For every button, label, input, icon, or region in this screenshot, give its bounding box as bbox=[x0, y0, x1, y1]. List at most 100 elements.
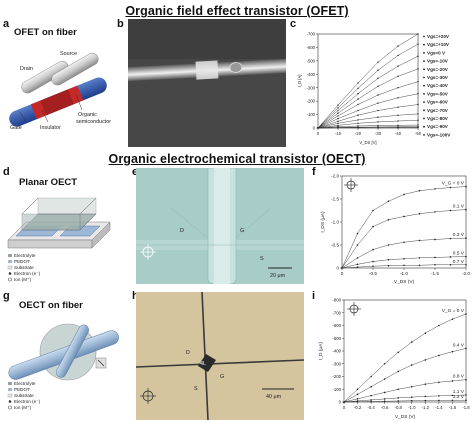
ofet-section-title: Organic field effect transistor (OFET) bbox=[125, 4, 349, 18]
data-point bbox=[337, 125, 339, 128]
data-point bbox=[424, 383, 427, 385]
y-tick-label: -700 bbox=[332, 310, 341, 315]
data-point bbox=[417, 33, 419, 35]
data-point bbox=[403, 258, 405, 260]
data-point bbox=[449, 256, 452, 258]
data-point bbox=[403, 215, 405, 218]
data-point bbox=[383, 362, 386, 365]
legend-ion: Ion (M⁺) bbox=[14, 277, 31, 282]
legend-entry: Vgs=-90V bbox=[427, 124, 449, 129]
data-point bbox=[465, 394, 467, 396]
y-tick-label: 0 bbox=[339, 400, 342, 405]
data-point bbox=[424, 399, 427, 402]
legend-entry: Vgs=-60V bbox=[427, 100, 449, 105]
data-point bbox=[337, 122, 339, 125]
data-point bbox=[465, 313, 467, 315]
data-point bbox=[397, 370, 400, 373]
data-point bbox=[356, 400, 359, 403]
series-label: V_G = 0 V bbox=[442, 308, 465, 314]
legend-entry: Vgs=+10V bbox=[427, 42, 450, 47]
data-point bbox=[397, 400, 400, 402]
data-point bbox=[418, 257, 421, 259]
x-tick-label: 0 bbox=[343, 405, 346, 410]
x-axis-label: V_DS (V) bbox=[395, 414, 416, 420]
legend-marker bbox=[423, 35, 425, 38]
data-point bbox=[372, 248, 374, 251]
x-tick-label: 0 bbox=[317, 131, 320, 136]
data-point bbox=[410, 364, 413, 366]
data-point bbox=[410, 385, 413, 388]
data-point bbox=[417, 113, 419, 115]
data-point bbox=[410, 396, 413, 398]
x-tick-label: -1.4 bbox=[435, 405, 443, 410]
data-point bbox=[383, 398, 386, 400]
h-scale-bar: 40 μm bbox=[266, 394, 282, 400]
series-line bbox=[343, 348, 467, 403]
y-tick-label: -200 bbox=[332, 374, 341, 379]
series-line bbox=[317, 113, 419, 129]
series-label: 0.4 V bbox=[453, 342, 465, 348]
data-point bbox=[434, 256, 436, 259]
y-tick-label: -1.5 bbox=[331, 197, 339, 202]
series-line bbox=[317, 126, 419, 129]
data-point bbox=[424, 332, 427, 334]
legend-entry: Vgs=-80V bbox=[427, 116, 449, 121]
data-point bbox=[377, 124, 379, 127]
legend-pedot: PEDOT bbox=[14, 259, 30, 264]
data-point bbox=[372, 209, 374, 212]
data-point bbox=[383, 378, 386, 380]
data-point bbox=[451, 350, 454, 353]
panel-label-f: f bbox=[312, 166, 316, 178]
data-point bbox=[397, 397, 400, 399]
g-legend-pedot: PEDOT bbox=[14, 387, 30, 392]
y-tick-label: 0 bbox=[313, 126, 316, 131]
data-point bbox=[317, 127, 319, 129]
y-axis-label: I_D (μA) bbox=[318, 342, 324, 360]
data-point bbox=[372, 265, 374, 267]
data-point bbox=[451, 380, 454, 382]
legend-entry: Vgs=-40V bbox=[427, 83, 449, 88]
data-point bbox=[337, 120, 339, 122]
data-point bbox=[397, 54, 399, 57]
data-point bbox=[357, 82, 359, 84]
x-tick-label: -1.2 bbox=[422, 405, 430, 410]
series-label: 0.3 V bbox=[453, 232, 465, 238]
series-line bbox=[317, 93, 419, 129]
x-tick-label: -1.6 bbox=[449, 405, 457, 410]
data-point bbox=[397, 124, 399, 127]
panel-label-e: e bbox=[132, 166, 138, 178]
x-tick-label: -0.6 bbox=[381, 405, 389, 410]
data-point bbox=[403, 241, 405, 244]
data-point bbox=[370, 399, 372, 401]
data-point bbox=[417, 93, 419, 95]
data-point bbox=[370, 375, 372, 378]
data-point bbox=[418, 212, 421, 215]
data-point bbox=[356, 257, 359, 259]
data-point bbox=[356, 388, 359, 391]
legend-entry: Vgs=-10V bbox=[427, 59, 449, 64]
legend-marker bbox=[423, 76, 425, 79]
panel-g-caption: OECT on fiber bbox=[19, 300, 83, 311]
data-point bbox=[357, 87, 359, 90]
data-point bbox=[449, 209, 452, 212]
data-point bbox=[397, 351, 400, 354]
data-point bbox=[377, 126, 379, 128]
data-point bbox=[424, 395, 427, 398]
data-point bbox=[357, 93, 359, 95]
series-label: 0.1 V bbox=[453, 204, 465, 210]
data-point bbox=[417, 55, 419, 57]
x-tick-label: -30 bbox=[375, 131, 382, 136]
legend-entry: Vgs=0 V bbox=[427, 50, 446, 55]
data-point bbox=[438, 381, 440, 384]
data-point bbox=[418, 239, 421, 242]
data-point bbox=[451, 394, 454, 397]
data-point bbox=[356, 393, 359, 396]
panel-label-d: d bbox=[3, 166, 10, 178]
series-line bbox=[317, 33, 419, 129]
ofet-sem-image bbox=[128, 19, 286, 147]
data-point bbox=[424, 359, 427, 361]
data-point bbox=[465, 263, 467, 266]
data-point bbox=[370, 385, 372, 388]
data-point bbox=[337, 115, 339, 117]
data-point bbox=[356, 266, 359, 268]
